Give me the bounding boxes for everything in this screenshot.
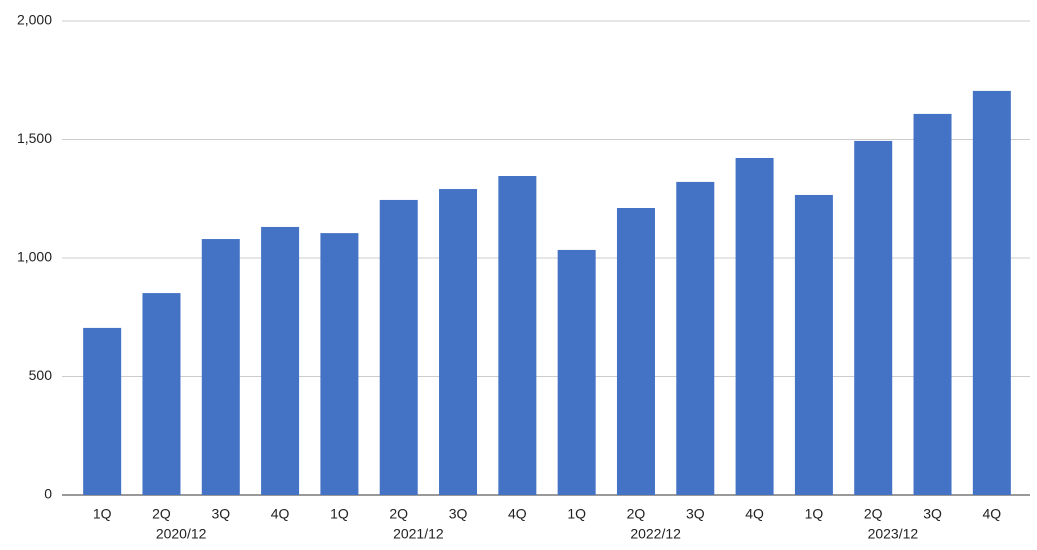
x-tick-label: 1Q bbox=[805, 506, 824, 522]
x-tick-label: 3Q bbox=[686, 506, 705, 522]
bar bbox=[498, 175, 537, 496]
bar bbox=[794, 194, 833, 495]
x-tick-label: 4Q bbox=[983, 506, 1002, 522]
bar bbox=[261, 226, 300, 495]
x-tick-label: 2Q bbox=[389, 506, 408, 522]
y-tick-label: 1,000 bbox=[17, 249, 52, 265]
bar bbox=[972, 90, 1011, 495]
x-group-label: 2022/12 bbox=[630, 526, 681, 542]
x-tick-label: 2Q bbox=[864, 506, 883, 522]
x-group-label: 2023/12 bbox=[868, 526, 919, 542]
x-tick-label: 1Q bbox=[330, 506, 349, 522]
bar bbox=[379, 199, 418, 495]
y-tick-label: 0 bbox=[44, 486, 52, 502]
x-group-label: 2021/12 bbox=[393, 526, 444, 542]
y-tick-label: 500 bbox=[29, 367, 53, 383]
bar bbox=[676, 181, 715, 495]
y-tick-label: 2,000 bbox=[17, 12, 52, 28]
x-tick-label: 4Q bbox=[271, 506, 290, 522]
bar bbox=[142, 293, 181, 495]
x-tick-label: 1Q bbox=[567, 506, 586, 522]
x-tick-label: 3Q bbox=[923, 506, 942, 522]
x-group-label: 2020/12 bbox=[156, 526, 207, 542]
bar bbox=[320, 233, 359, 496]
x-tick-label: 1Q bbox=[93, 506, 112, 522]
bar bbox=[439, 189, 478, 495]
bar bbox=[854, 140, 893, 495]
x-tick-label: 3Q bbox=[449, 506, 468, 522]
x-tick-label: 3Q bbox=[211, 506, 230, 522]
bar bbox=[201, 239, 240, 495]
bar bbox=[83, 327, 122, 495]
x-tick-label: 4Q bbox=[745, 506, 764, 522]
x-tick-label: 2Q bbox=[152, 506, 171, 522]
bar bbox=[557, 249, 596, 495]
bar bbox=[735, 157, 774, 495]
bar bbox=[616, 207, 655, 496]
x-tick-label: 2Q bbox=[627, 506, 646, 522]
y-tick-label: 1,500 bbox=[17, 130, 52, 146]
bar bbox=[913, 113, 952, 496]
x-tick-label: 4Q bbox=[508, 506, 527, 522]
